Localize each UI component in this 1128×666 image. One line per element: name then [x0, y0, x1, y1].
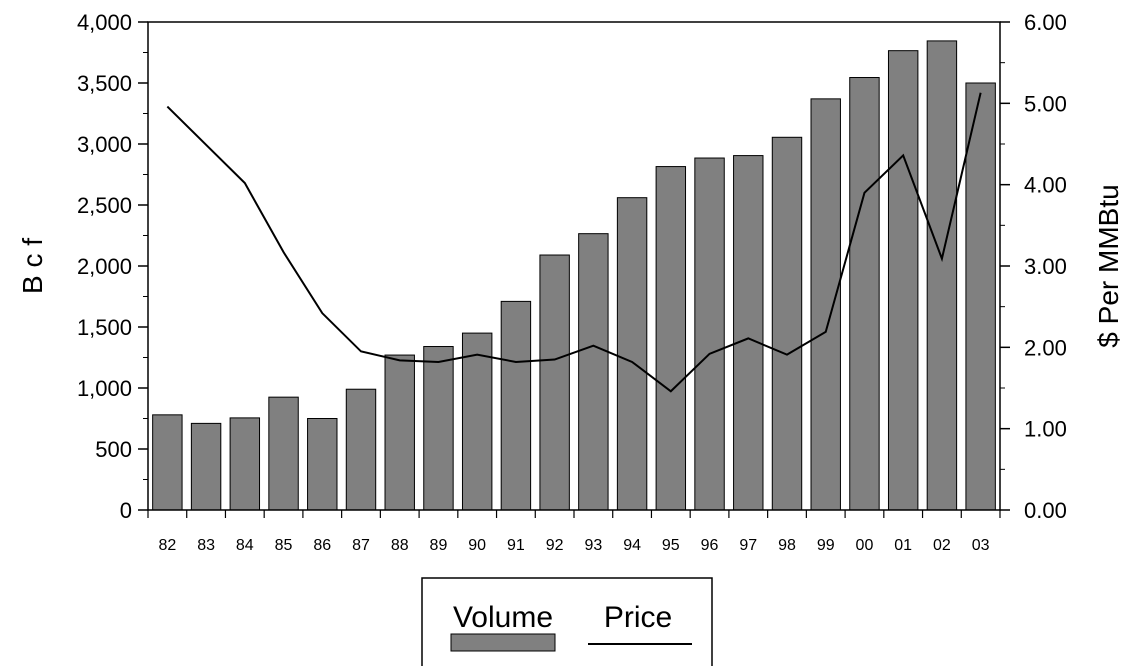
x-tick-label: 90 [468, 537, 486, 554]
y-tick-label: 0 [120, 498, 132, 523]
x-tick-label: 94 [623, 537, 641, 554]
x-tick-label: 98 [778, 537, 796, 554]
y2-tick-label: 0.00 [1024, 498, 1067, 523]
bar-93 [578, 233, 609, 511]
bar-95 [655, 166, 687, 511]
bar-99 [810, 98, 841, 511]
bar-90 [461, 332, 493, 511]
y2-axis-title: $ Per MMBtu [1093, 184, 1124, 347]
y-tick-label: 2,000 [77, 254, 132, 279]
x-tick-label: 85 [275, 537, 293, 554]
x-tick-label: 01 [894, 537, 912, 554]
legend-label-price: Price [604, 601, 672, 634]
y2-tick-label: 6.00 [1024, 10, 1067, 35]
bar-87 [345, 388, 377, 511]
x-tick-label: 89 [430, 537, 448, 554]
bar-96 [694, 157, 725, 511]
x-tick-label: 86 [313, 537, 331, 554]
bar-00 [849, 77, 880, 511]
bar-89 [423, 346, 454, 511]
bar-92 [539, 254, 570, 511]
bar-86 [307, 418, 338, 511]
y2-tick-label: 2.00 [1024, 335, 1067, 360]
price-line [166, 92, 982, 393]
y-tick-label: 2,500 [77, 193, 132, 218]
x-tick-label: 03 [972, 537, 990, 554]
x-tick-label: 87 [352, 537, 370, 554]
x-tick-label: 82 [158, 537, 176, 554]
y-tick-label: 1,500 [77, 315, 132, 340]
legend: Volume Price [421, 577, 713, 666]
bar-83 [190, 422, 222, 511]
y2-tick-label: 3.00 [1024, 254, 1067, 279]
y-tick-label: 4,000 [77, 10, 132, 35]
x-tick-label: 92 [546, 537, 564, 554]
x-tick-label: 88 [391, 537, 409, 554]
x-tick-label: 93 [584, 537, 602, 554]
bar-97 [733, 155, 764, 511]
x-tick-label: 91 [507, 537, 525, 554]
bar-02 [926, 40, 958, 511]
y-tick-label: 3,000 [77, 132, 132, 157]
bar-03 [965, 82, 996, 511]
legend-swatch-volume [450, 633, 556, 652]
bar-01 [887, 50, 919, 511]
legend-label-volume: Volume [453, 601, 553, 634]
x-tick-label: 83 [197, 537, 215, 554]
x-tick-label: 99 [817, 537, 835, 554]
x-tick-label: 96 [701, 537, 719, 554]
bar-91 [500, 300, 532, 511]
x-tick-label: 97 [739, 537, 757, 554]
y2-tick-label: 4.00 [1024, 173, 1067, 198]
y2-tick-label: 5.00 [1024, 91, 1067, 116]
bar-84 [229, 417, 261, 511]
bar-98 [771, 136, 803, 511]
y-tick-label: 3,500 [77, 71, 132, 96]
plot-area: 0 500 1,000 1,500 2,000 2,500 3,000 3,500 4,000 0… [17, 10, 1124, 554]
x-tick-label: 02 [933, 537, 951, 554]
bar-82 [152, 414, 183, 511]
y2-tick-label: 1.00 [1024, 417, 1067, 442]
x-tick-label: 00 [856, 537, 874, 554]
x-tick-label: 84 [236, 537, 254, 554]
y-tick-label: 1,000 [77, 376, 132, 401]
y-tick-label: 500 [95, 437, 132, 462]
x-tick-label: 95 [662, 537, 680, 554]
bar-94 [616, 197, 648, 511]
bar-88 [384, 354, 415, 511]
bar-85 [268, 396, 299, 511]
y-axis-title: B c f [17, 238, 48, 294]
